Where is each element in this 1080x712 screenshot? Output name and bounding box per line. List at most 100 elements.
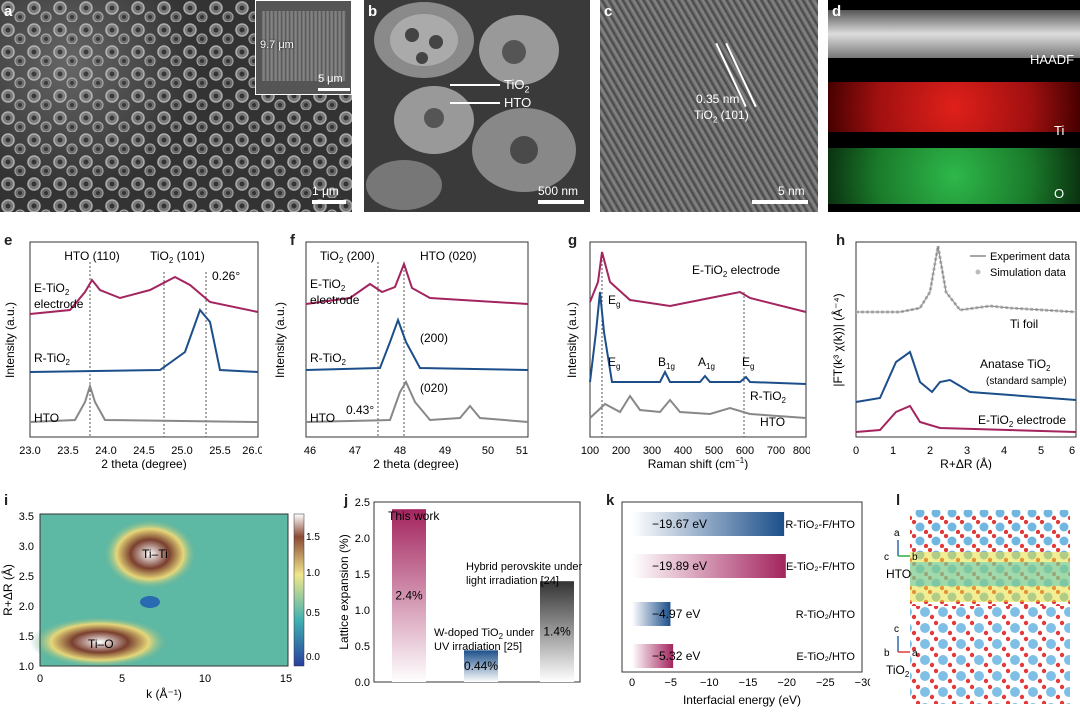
svg-text:24.5: 24.5 [133, 445, 154, 457]
svg-text:49: 49 [439, 445, 451, 457]
svg-text:25.0: 25.0 [171, 445, 192, 457]
scale-bar-c [752, 200, 808, 204]
svg-text:a: a [894, 528, 900, 539]
x-axis-g: 100 200 300 400 500 600 700 800 Raman sh… [581, 445, 810, 470]
axis-triad-bottom: c b a TiO2 [884, 624, 918, 679]
xlabel-h: R+ΔR (Å) [940, 456, 992, 470]
mode-eg-1: Eg [608, 293, 620, 309]
xtick-k-2: −10 [700, 677, 719, 689]
mode-eg-2: Eg [608, 355, 620, 371]
xtick-k-1: −5 [664, 677, 677, 689]
svg-text:26.0: 26.0 [242, 445, 262, 457]
bar-value-j-0: 2.4% [395, 589, 423, 603]
svg-text:c: c [894, 624, 899, 635]
peak-label-hto110: HTO (110) [64, 249, 120, 263]
scale-label-a: 1 μm [312, 184, 339, 198]
bar-chart-k: −19.67 eV R-TiO₂-F/HTO −19.89 eV E-TiO₂-F/H… [621, 501, 870, 707]
svg-text:800: 800 [793, 445, 810, 457]
xrd-chart-f: 46 47 48 49 50 51 2 theta (degree) Inten… [273, 241, 529, 470]
xlabel-f: 2 theta (degree) [373, 457, 458, 470]
map-label-o: O [1054, 186, 1065, 201]
sem-image-a: 9.7 μm 5 μm 1 μm [0, 0, 352, 212]
mode-b1g: B1g [658, 355, 675, 371]
category-label-hybrid: Hybrid perovskite under [466, 561, 583, 573]
series-label-ti-foil: Ti foil [1010, 317, 1038, 331]
svg-text:400: 400 [674, 445, 692, 457]
x-axis-e: 23.0 23.5 24.0 24.5 25.0 25.5 26.0 2 the… [19, 445, 262, 470]
label-tio2: TiO2 [504, 77, 530, 95]
svg-text:48: 48 [394, 445, 406, 457]
sem-image-b: TiO2 HTO 500 nm [364, 0, 590, 212]
scale-label-c: 5 nm [778, 184, 805, 198]
svg-text:4: 4 [1001, 445, 1007, 457]
peak-label-200: (200) [420, 331, 448, 345]
category-label-w-doped: W-doped TiO2 under [434, 627, 535, 641]
svg-text:200: 200 [612, 445, 630, 457]
svg-text:5: 5 [1038, 445, 1044, 457]
panel-label-i: i [4, 492, 9, 509]
x-axis-f: 46 47 48 49 50 51 2 theta (degree) [304, 445, 528, 470]
bar-category-k-3: E-TiO₂/HTO [796, 651, 855, 663]
svg-text:5: 5 [119, 673, 125, 685]
bar-k-2 [632, 602, 671, 626]
plot-frame-g [589, 241, 807, 438]
svg-text:1: 1 [890, 445, 896, 457]
wavelet-label-tio: Ti–O [88, 637, 114, 651]
ytick-j-3: 1.5 [355, 569, 370, 581]
series-label-g-e: E-TiO2 electrode [692, 263, 780, 279]
ytick-j-1: 0.5 [355, 641, 370, 653]
svg-text:b: b [884, 648, 890, 659]
svg-text:3.5: 3.5 [19, 511, 34, 523]
category-label-light: light irradiation [24] [466, 575, 559, 587]
ylabel-i: R+ΔR (Å) [0, 564, 15, 616]
svg-text:0: 0 [853, 445, 859, 457]
svg-text:6: 6 [1069, 445, 1075, 457]
svg-text:10: 10 [199, 673, 211, 685]
svg-text:500: 500 [705, 445, 723, 457]
bar-j-2 [540, 581, 574, 682]
panel-label-a: a [4, 3, 13, 20]
svg-text:700: 700 [767, 445, 785, 457]
svg-text:a: a [912, 648, 918, 659]
bar-j-1 [464, 650, 498, 682]
series-label-standard: (standard sample) [986, 376, 1067, 387]
xlabel-e: 2 theta (degree) [101, 457, 186, 470]
bar-k-1 [632, 554, 786, 578]
bar-value-k-1: −19.89 eV [652, 559, 707, 573]
peak-label-tio2-101: TiO2 (101) [150, 249, 205, 265]
ylabel-j: Lattice expansion (%) [337, 534, 351, 649]
series-label-f-hto: HTO [310, 411, 335, 425]
ytick-j-0: 0.0 [355, 677, 370, 689]
map-label-ti: Ti [1054, 123, 1065, 138]
o-band [828, 148, 1080, 204]
xrd-chart-e: 23.0 23.5 24.0 24.5 25.0 25.5 26.0 2 the… [3, 241, 262, 470]
svg-text:0: 0 [37, 673, 43, 685]
bar-category-k-2: R-TiO₂/HTO [796, 609, 856, 621]
peak-label-hto020: HTO (020) [420, 249, 476, 263]
plot-frame-e [29, 241, 259, 438]
series-label-e-tio2: E-TiO2 [34, 281, 70, 297]
mode-eg-3: Eg [742, 355, 754, 371]
svg-text:c: c [884, 552, 889, 563]
legend-simulation: Simulation data [990, 267, 1067, 279]
series-label-f-electrode: electrode [310, 293, 360, 307]
colorbar [293, 513, 305, 667]
bar-category-k-1: E-TiO₂-F/HTO [786, 561, 855, 573]
bar-category-k-0: R-TiO₂-F/HTO [785, 519, 855, 531]
svg-text:300: 300 [643, 445, 661, 457]
svg-text:100: 100 [581, 445, 599, 457]
inset-scale-label: 5 μm [318, 73, 343, 85]
svg-text:23.5: 23.5 [57, 445, 78, 457]
xlabel-i: k (Å⁻¹) [146, 686, 182, 701]
svg-text:1.5: 1.5 [19, 631, 34, 643]
panel-label-b: b [368, 3, 378, 20]
inset-scale-bar [318, 88, 350, 91]
xtick-k-3: −15 [739, 677, 758, 689]
scale-bar-a [312, 200, 346, 204]
svg-text:2: 2 [927, 445, 933, 457]
scale-label-b: 500 nm [538, 184, 579, 198]
svg-text:1.0: 1.0 [19, 661, 34, 673]
series-label-g-r: R-TiO2 [750, 389, 787, 405]
svg-text:47: 47 [349, 445, 361, 457]
panel-label-c: c [604, 3, 613, 20]
